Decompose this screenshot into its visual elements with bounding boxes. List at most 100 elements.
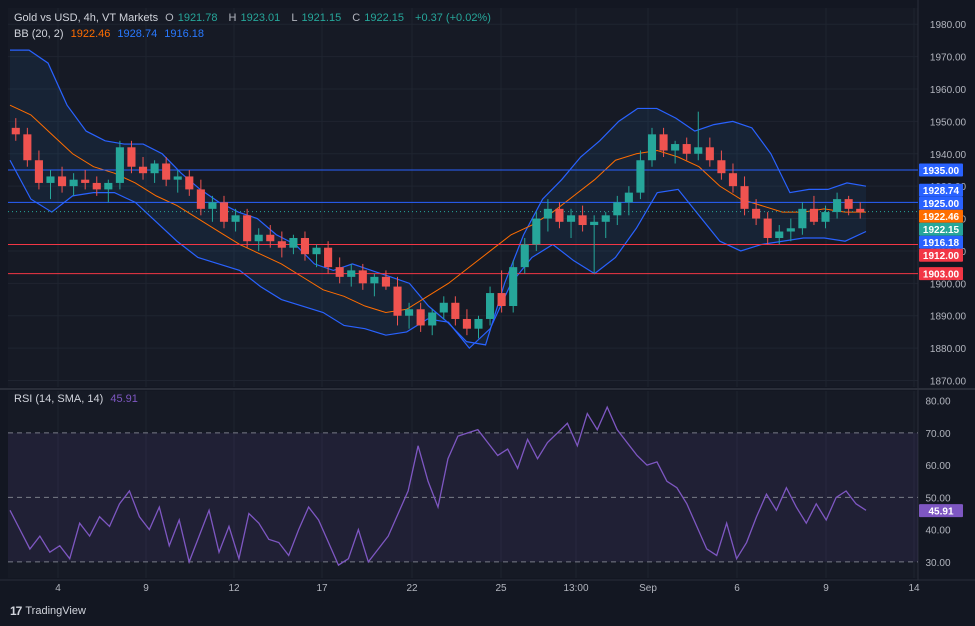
candle-body — [497, 293, 506, 307]
candle-body — [138, 166, 148, 174]
rsi-legend: RSI (14, SMA, 14) 45.91 — [14, 393, 142, 405]
candle-body — [254, 234, 263, 242]
candle-body — [474, 318, 483, 329]
candle-body — [162, 163, 171, 180]
price-tick-label: 1970.00 — [930, 53, 967, 64]
x-tick-label: 13:00 — [563, 583, 588, 594]
candle-body — [243, 215, 252, 242]
candle-body — [682, 144, 691, 154]
price-tag — [919, 196, 963, 210]
rsi-tick-label: 50.00 — [925, 493, 950, 504]
rsi-line — [9, 405, 867, 567]
candle-body — [486, 293, 495, 319]
rsi-tick-label: 60.00 — [925, 461, 950, 472]
candle-body — [173, 176, 182, 180]
candle-body — [81, 179, 90, 183]
price-tag — [919, 183, 963, 197]
symbol-legend: Gold vs USD, 4h, VT Markets O 1921.78 H 19… — [14, 12, 495, 24]
candle-body — [416, 309, 425, 326]
x-tick-label: Sep — [639, 583, 657, 594]
rsi-label[interactable]: RSI (14, SMA, 14) — [14, 393, 104, 405]
candle-body — [520, 244, 529, 268]
price-tick-label: 1900.00 — [930, 279, 967, 290]
candle-body — [46, 176, 55, 183]
candle-body — [821, 212, 830, 222]
candle-body — [624, 192, 633, 203]
candle-body — [289, 237, 298, 248]
candle-body — [34, 160, 43, 183]
candle-body — [58, 176, 67, 187]
candle-body — [763, 218, 772, 238]
candle-body — [312, 247, 321, 255]
candle-body — [185, 176, 194, 190]
candle-body — [300, 237, 310, 255]
candle-body — [324, 247, 333, 268]
bb-upper-line — [10, 49, 867, 346]
x-tick-label: 14 — [908, 583, 920, 594]
candle-body — [705, 147, 714, 161]
candle-body — [358, 270, 367, 284]
bb-label[interactable]: BB (20, 2) — [14, 28, 64, 40]
bb-basis-line — [9, 104, 866, 314]
candle-body — [439, 302, 448, 313]
candle-body — [393, 286, 402, 316]
candle-body — [543, 208, 552, 219]
rsi-value-tag — [919, 504, 963, 518]
candle-body — [231, 215, 240, 222]
candle-body — [208, 202, 217, 209]
high-label: H — [228, 12, 237, 24]
price-tick-label: 1880.00 — [930, 344, 967, 355]
candle-body — [92, 182, 101, 190]
candle-body — [717, 160, 726, 174]
price-tag — [919, 267, 963, 281]
candle-body — [335, 267, 344, 277]
low-value: 1921.15 — [301, 12, 342, 24]
candle-body — [370, 276, 379, 284]
candle-body — [833, 199, 842, 213]
candle-body — [844, 199, 853, 209]
x-tick-label: 22 — [406, 583, 418, 594]
candle-body — [728, 173, 738, 187]
price-tag-label: 1922.15 — [923, 225, 960, 236]
x-tick-label: 9 — [823, 583, 829, 594]
candle-body — [578, 215, 587, 226]
candle-body — [566, 215, 576, 222]
price-tick-label: 1950.00 — [930, 117, 967, 128]
rsi-pane[interactable] — [8, 391, 918, 578]
candle-body — [786, 228, 795, 232]
price-tick-label: 1870.00 — [930, 377, 967, 388]
candle-body — [590, 221, 599, 226]
candle-body — [115, 147, 124, 183]
bb-lower-value: 1916.18 — [164, 28, 205, 40]
candle-body — [69, 179, 78, 187]
rsi-tick-label: 40.00 — [925, 526, 950, 537]
rsi-value-tag-label: 45.91 — [928, 507, 953, 518]
bb-lower-line — [9, 159, 867, 350]
candle-body — [405, 309, 414, 316]
price-tag — [919, 163, 963, 177]
price-tag — [919, 209, 963, 223]
open-value: 1921.78 — [177, 12, 218, 24]
price-tick-label: 1940.00 — [930, 150, 967, 161]
close-label: C — [352, 12, 361, 24]
candle-body — [647, 134, 657, 161]
bb-upper-value: 1928.74 — [117, 28, 158, 40]
high-value: 1923.01 — [240, 12, 281, 24]
candle-body — [798, 208, 807, 229]
symbol-title[interactable]: Gold vs USD, 4h, VT Markets — [14, 12, 159, 24]
candle-body — [219, 202, 229, 222]
candle-body — [636, 160, 645, 193]
tradingview-logo[interactable]: 17 TradingView — [10, 604, 86, 618]
price-tag — [919, 248, 963, 262]
x-tick-label: 4 — [55, 583, 61, 594]
price-tag — [919, 222, 963, 236]
candle-body — [462, 318, 471, 329]
candle-body — [613, 202, 622, 216]
bb-basis-value: 1922.46 — [70, 28, 111, 40]
candle-body — [428, 312, 437, 326]
low-label: L — [291, 12, 298, 24]
candle-body — [532, 218, 541, 245]
tradingview-brand: TradingView — [25, 605, 86, 617]
